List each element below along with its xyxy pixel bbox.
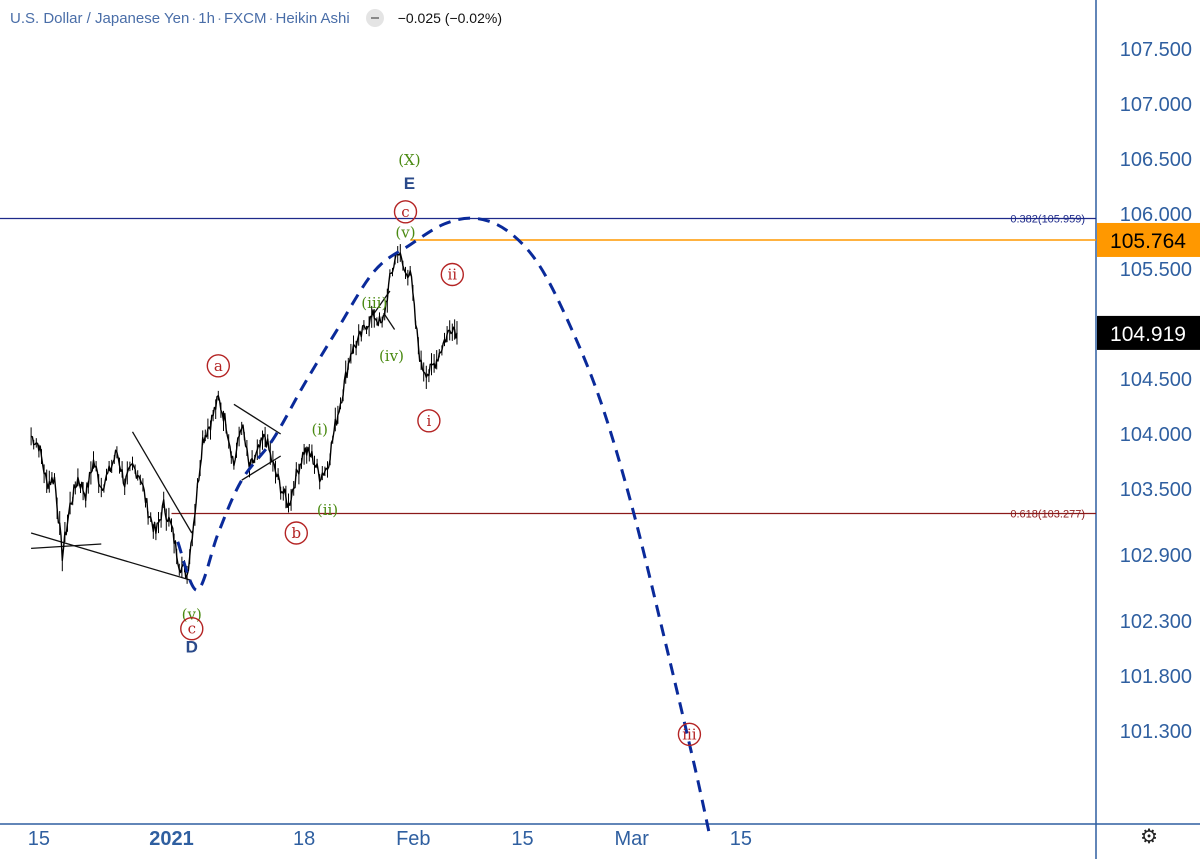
x-tick-label: 2021: [149, 828, 194, 850]
wave-label: (i): [311, 421, 328, 439]
gear-icon[interactable]: ⚙: [1140, 826, 1158, 848]
y-tick-label: 106.500: [1120, 149, 1192, 171]
price-marker-box: [1097, 222, 1200, 257]
y-tick-label: 101.300: [1120, 721, 1192, 743]
hide-indicator-icon[interactable]: [365, 9, 384, 27]
header-separator: ·: [191, 9, 197, 27]
header-separator: ·: [268, 9, 274, 27]
y-tick-label: 101.800: [1120, 666, 1192, 688]
chart-header: U.S. Dollar / Japanese Yen · 1h · FXCM ·…: [10, 8, 502, 28]
x-tick-label: Mar: [614, 828, 649, 850]
wave-label-circle: [284, 521, 308, 545]
wave-label: D: [186, 637, 198, 656]
symbol-name[interactable]: U.S. Dollar / Japanese Yen: [10, 9, 190, 27]
x-tick-label: Feb: [396, 828, 430, 850]
wave-label: (X): [398, 151, 420, 169]
y-tick-label: 102.900: [1120, 545, 1192, 567]
trendline[interactable]: [241, 455, 282, 481]
wave-label: (ii): [317, 501, 338, 519]
y-tick-label: 107.500: [1120, 39, 1192, 61]
trendline[interactable]: [30, 532, 192, 581]
price-marker-label: 104.919: [1110, 323, 1186, 346]
wave-label-circle: [180, 617, 204, 641]
price-change: −0.025 (−0.02%): [397, 10, 502, 26]
fib-level-label: 0.618(103.277): [1010, 509, 1085, 521]
y-tick-label: 104.000: [1120, 424, 1192, 446]
trendline[interactable]: [31, 543, 102, 550]
x-tick-label: 18: [293, 828, 315, 850]
trendline[interactable]: [131, 431, 193, 534]
wave-label: (iv): [379, 347, 404, 365]
y-tick-label: 104.500: [1120, 369, 1192, 391]
y-tick-label: 105.500: [1120, 259, 1192, 281]
wave-label-circle: [417, 409, 441, 433]
wave-label: b: [291, 524, 301, 542]
wave-label: c: [401, 203, 409, 221]
y-tick-label: 107.000: [1120, 94, 1192, 116]
wave-label-circle: [677, 722, 702, 746]
chart-style-label[interactable]: Heikin Ashi: [275, 9, 350, 27]
price-marker-box: [1097, 315, 1200, 350]
y-tick-label: 103.500: [1120, 479, 1192, 501]
y-tick-label: 102.300: [1120, 611, 1192, 633]
wave-label-circle: [206, 354, 231, 378]
wave-label: E: [404, 174, 415, 193]
fib-level-label: 0.382(105.959): [1010, 214, 1085, 226]
x-tick-label: 15: [28, 828, 50, 850]
interval-label[interactable]: 1h: [198, 9, 215, 27]
y-tick-label: 106.000: [1120, 204, 1192, 226]
wave-label: a: [214, 357, 223, 375]
source-label: FXCM: [223, 9, 267, 27]
wave-label: c: [188, 620, 196, 638]
x-tick-label: 15: [511, 828, 533, 850]
price-series-line: [30, 252, 458, 579]
wave-label: iii: [682, 725, 697, 743]
wave-label-circle: [440, 262, 464, 287]
projection-curve: [176, 216, 712, 836]
wave-label: (v): [395, 224, 415, 242]
price-marker-label: 105.764: [1110, 230, 1186, 253]
wave-label: (iii): [361, 294, 387, 312]
wave-label: i: [426, 412, 431, 430]
x-tick-label: 15: [730, 828, 752, 850]
wave-label-circle: [393, 200, 418, 224]
trendline[interactable]: [233, 403, 282, 435]
wave-label: ii: [447, 266, 457, 284]
trendline[interactable]: [383, 312, 396, 330]
header-separator: ·: [216, 9, 222, 27]
